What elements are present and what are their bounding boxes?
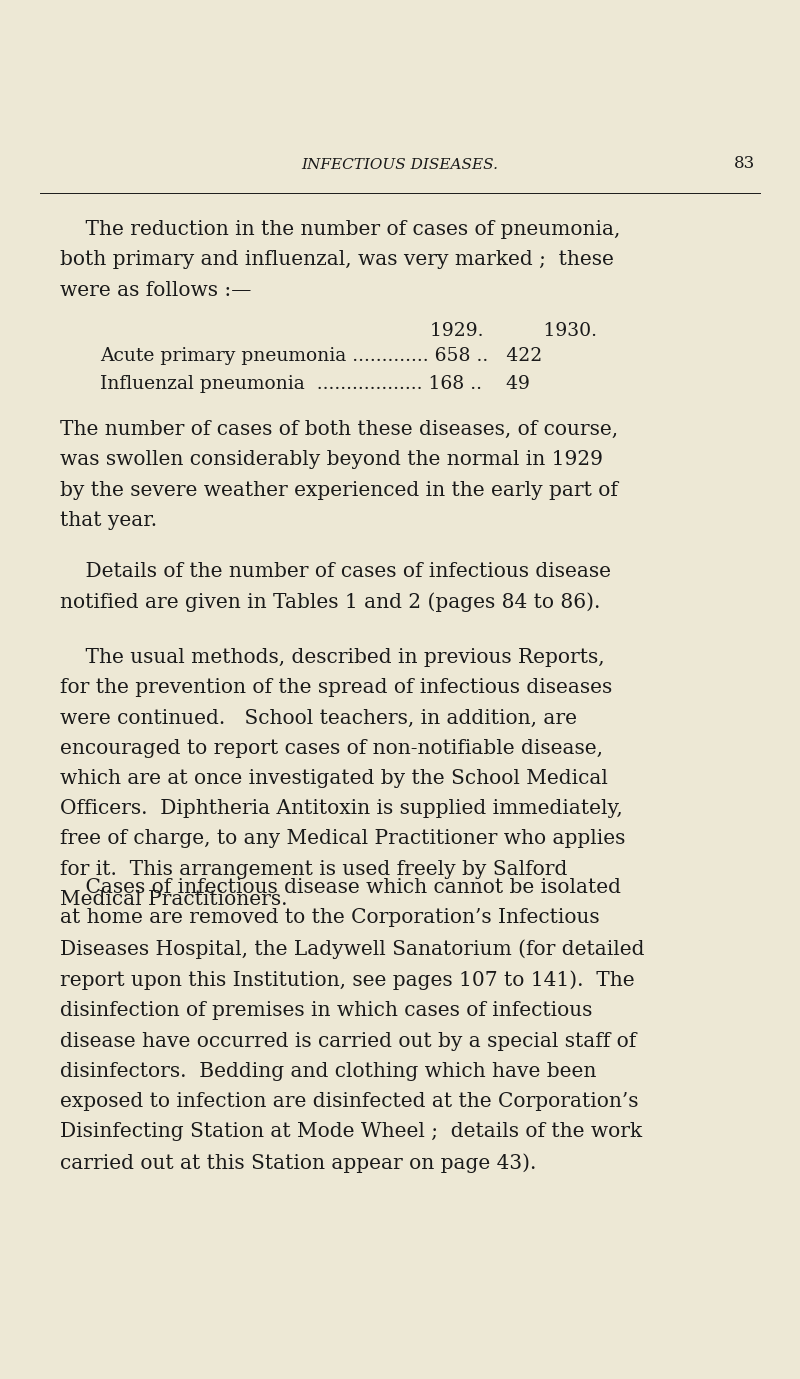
Text: Influenzal pneumonia  .................. 168 ..    49: Influenzal pneumonia .................. … [100,375,530,393]
Text: The reduction in the number of cases of pneumonia,
both primary and influenzal, : The reduction in the number of cases of … [60,221,620,299]
Text: The usual methods, described in previous Reports,
for the prevention of the spre: The usual methods, described in previous… [60,648,626,909]
Text: Cases of infectious disease which cannot be isolated
at home are removed to the : Cases of infectious disease which cannot… [60,878,645,1172]
Text: 83: 83 [734,154,755,172]
Text: INFECTIOUS DISEASES.: INFECTIOUS DISEASES. [302,159,498,172]
Text: 1929.          1930.: 1929. 1930. [430,323,597,341]
Text: The number of cases of both these diseases, of course,
was swollen considerably : The number of cases of both these diseas… [60,421,618,530]
Text: Details of the number of cases of infectious disease
notified are given in Table: Details of the number of cases of infect… [60,563,611,612]
Text: Acute primary pneumonia ............. 658 ..   422: Acute primary pneumonia ............. 65… [100,348,542,365]
